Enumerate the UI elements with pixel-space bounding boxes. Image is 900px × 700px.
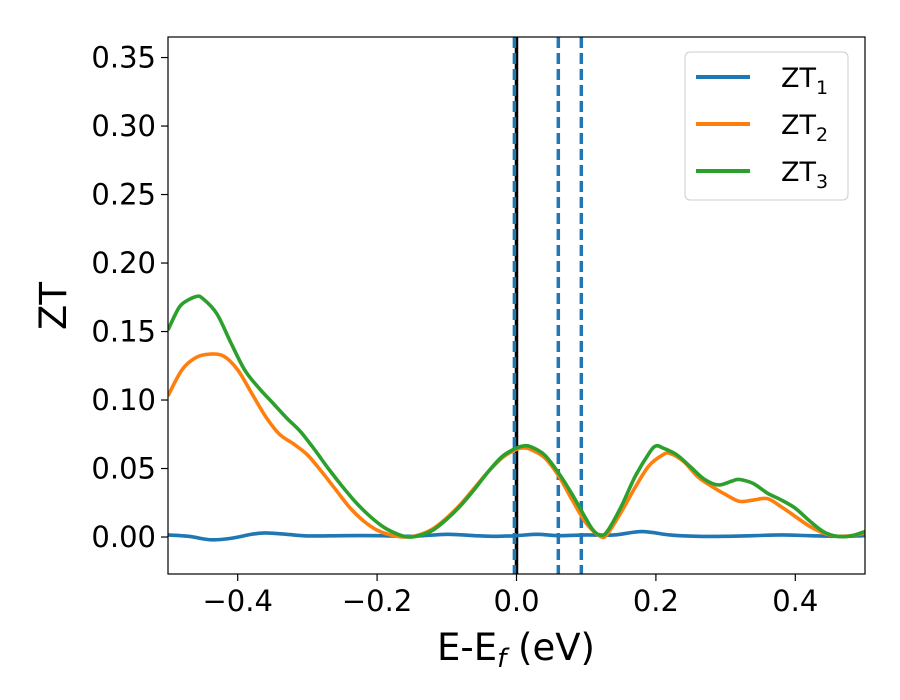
legend-label-3: ZT3 [781,157,828,193]
y-tick-label: 0.35 [91,41,156,75]
legend-entry-1: ZT1 [696,63,828,99]
legend-label-2: ZT2 [781,110,828,146]
x-axis-ticks: −0.4 −0.2 0.0 0.2 0.4 [202,574,818,618]
legend-label-1-main: ZT [781,63,816,94]
y-tick-label: 0.00 [91,520,156,554]
x-tick-label: −0.4 [202,584,272,618]
x-axis-title: E-Ef (eV) [437,626,595,674]
legend-label-1: ZT1 [781,63,828,99]
y-axis-ticks: 0.00 0.05 0.10 0.15 0.20 0.25 0.30 0.35 [91,41,168,554]
x-tick-label: −0.2 [342,584,412,618]
x-tick-label: 0.4 [772,584,818,618]
vertical-reference-lines [512,37,584,574]
y-tick-label: 0.20 [91,246,156,280]
x-axis-title-main: E-E [437,626,497,669]
x-axis-title-unit: (eV) [506,626,595,669]
y-axis-title: ZT [32,282,75,330]
legend: ZT1 ZT2 ZT3 [684,51,849,201]
x-tick-label: 0.2 [633,584,679,618]
x-tick-label: 0.0 [493,584,539,618]
series-line-zt2 [168,352,865,540]
legend-label-3-main: ZT [781,157,816,188]
y-tick-label: 0.25 [91,178,156,212]
y-tick-label: 0.15 [91,315,156,349]
series-line-zt1 [168,529,865,542]
series-layer [168,294,865,542]
legend-entry-3: ZT3 [696,157,828,193]
legend-label-2-sub: 2 [816,124,828,146]
y-tick-label: 0.10 [91,383,156,417]
y-tick-label: 0.30 [91,109,156,143]
legend-box [684,51,849,201]
y-tick-label: 0.05 [91,452,156,486]
legend-label-1-sub: 1 [816,77,828,99]
legend-label-3-sub: 3 [816,171,828,193]
series-line-zt3 [168,294,865,539]
legend-entry-2: ZT2 [696,110,828,146]
legend-label-2-main: ZT [781,110,816,141]
